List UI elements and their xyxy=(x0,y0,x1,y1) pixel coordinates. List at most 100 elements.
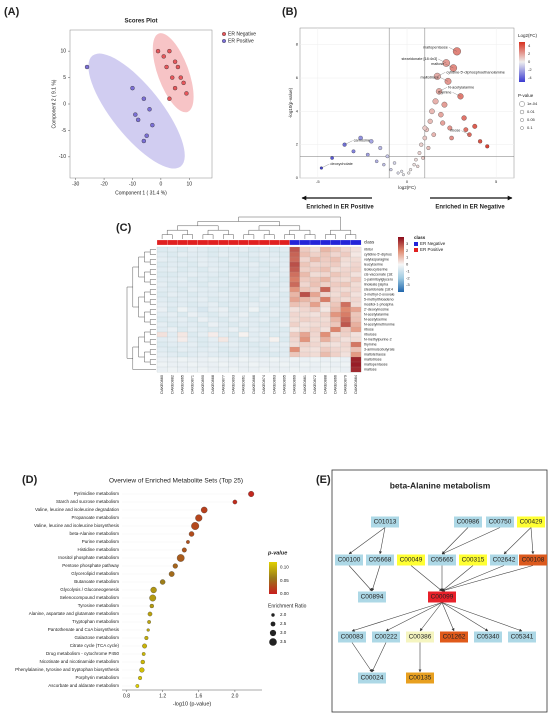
heat-cell xyxy=(279,326,290,333)
heat-cell xyxy=(197,331,209,338)
panel-label: (C) xyxy=(116,222,132,234)
heat-cell xyxy=(177,336,188,343)
pathway-node-label: C00386 xyxy=(409,634,432,641)
row-label: valylasparagine xyxy=(364,257,389,261)
heat-cell xyxy=(309,291,321,298)
heat-cell xyxy=(248,276,260,283)
column-label: DAKE0865 xyxy=(181,375,185,394)
heat-cell xyxy=(350,276,362,283)
annotation-leader xyxy=(452,92,461,97)
heat-cell xyxy=(177,276,188,283)
heat-cell xyxy=(187,336,198,343)
heat-cell xyxy=(218,296,229,303)
heat-cell xyxy=(289,271,300,278)
annotation-leader xyxy=(344,140,353,145)
heat-cell xyxy=(228,366,239,373)
heat-cell xyxy=(309,311,321,318)
heat-cell xyxy=(340,341,351,348)
heat-cell xyxy=(299,246,311,253)
pathway-arrow xyxy=(419,602,443,632)
class-cell xyxy=(228,239,239,246)
pathway-node-label: C01013 xyxy=(374,519,397,526)
heat-cell xyxy=(187,346,198,353)
heat-cell xyxy=(279,296,290,303)
heat-cell xyxy=(197,306,209,313)
heat-cell xyxy=(187,311,198,318)
size-legend-label: 2.5 xyxy=(280,621,287,626)
heat-cell xyxy=(330,246,341,253)
heat-cell xyxy=(269,301,280,308)
heat-cell xyxy=(269,276,280,283)
heat-cell xyxy=(248,356,260,363)
pathway-node xyxy=(454,516,482,528)
category-label: Purine metabolism xyxy=(82,539,120,544)
heat-cell xyxy=(269,246,280,253)
legend-label: ER Negative xyxy=(420,241,446,246)
heat-cell xyxy=(167,281,178,288)
heat-cell xyxy=(330,316,341,323)
point xyxy=(412,163,416,167)
heat-cell xyxy=(197,276,209,283)
heat-cell xyxy=(228,246,239,253)
heat-cell xyxy=(177,316,188,323)
heat-cell xyxy=(309,316,321,323)
bubble xyxy=(181,547,187,553)
row-label: N-acetylalanine xyxy=(364,312,389,316)
heat-cell xyxy=(258,341,270,348)
category-label: Ascorbate and aldarate metabolism xyxy=(48,683,119,688)
point xyxy=(84,64,90,70)
column-label: DAKE0893 xyxy=(232,375,236,394)
point xyxy=(130,85,135,91)
heat-cell xyxy=(279,356,290,363)
heat-cell xyxy=(156,366,168,373)
heat-cell xyxy=(197,341,209,348)
heat-cell xyxy=(187,246,198,253)
heat-cell xyxy=(320,366,331,373)
category-label: Selenocompound metabolism xyxy=(60,595,120,600)
heat-cell xyxy=(156,286,168,293)
heat-cell xyxy=(279,351,290,358)
class-cell xyxy=(207,239,219,246)
heat-cell xyxy=(350,356,362,363)
point xyxy=(432,98,439,105)
arrow-label: Enriched in ER Negative xyxy=(435,205,505,211)
pathway-arrow xyxy=(441,527,469,555)
category-label: beta-Alanine metabolism xyxy=(69,531,119,536)
category-label: Pantothenate and CoA biosynthesis xyxy=(48,627,120,632)
annotation: carnosine xyxy=(354,139,370,143)
heat-cell xyxy=(279,316,290,323)
row-label: 1-palmitoylglycero xyxy=(364,277,393,281)
heat-cell xyxy=(330,291,341,298)
heat-cell xyxy=(340,321,351,328)
heat-cell xyxy=(177,301,188,308)
point xyxy=(378,146,383,150)
pathway-node xyxy=(371,516,399,528)
class-cell xyxy=(340,239,352,246)
heat-cell xyxy=(299,346,311,353)
x-axis-label: Component 1 ( 31.4 %) xyxy=(115,190,167,196)
column-label: DAKE0871 xyxy=(191,375,195,394)
colorbar-tick-label: 0 xyxy=(528,59,531,64)
heat-cell xyxy=(156,326,168,333)
heat-cell xyxy=(238,296,249,303)
heat-cell xyxy=(299,301,311,308)
heat-cell xyxy=(248,351,260,358)
heat-cell xyxy=(269,251,280,258)
heat-cell xyxy=(309,271,321,278)
point xyxy=(150,122,155,128)
category-label: Pyrimidine metabolism xyxy=(74,491,120,496)
bubble xyxy=(172,563,178,569)
heat-cell xyxy=(228,301,239,308)
panel-label: (E) xyxy=(316,474,331,486)
heat-cell xyxy=(269,311,280,318)
heat-cell xyxy=(177,351,188,358)
heat-cell xyxy=(340,306,351,313)
heat-cell xyxy=(340,291,351,298)
point xyxy=(417,151,422,155)
heat-cell xyxy=(320,306,331,313)
heat-cell xyxy=(167,311,178,318)
heat-cell xyxy=(269,286,280,293)
heat-cell xyxy=(197,271,209,278)
heat-cell xyxy=(350,301,362,308)
heat-cell xyxy=(350,271,362,278)
